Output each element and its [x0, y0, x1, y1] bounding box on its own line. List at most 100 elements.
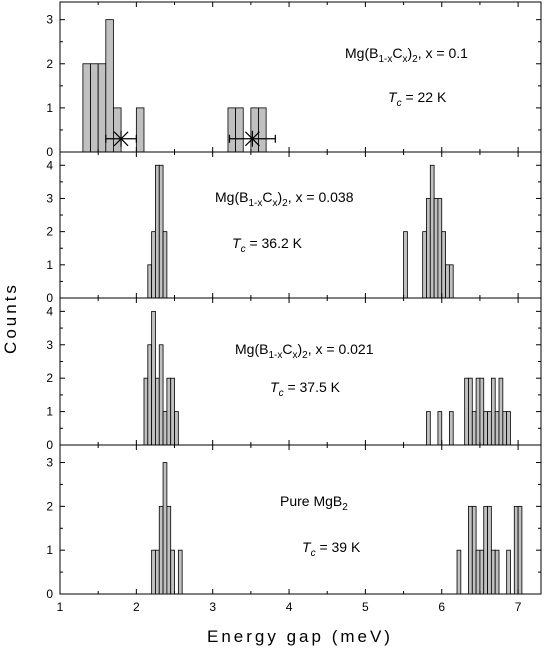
- title-text: ): [297, 341, 302, 357]
- histogram-bar: [456, 549, 462, 595]
- histogram-bar: [135, 107, 145, 153]
- title-text: ): [407, 45, 412, 61]
- histogram-bar: [403, 231, 408, 299]
- x-tick-label: 2: [133, 600, 140, 614]
- histogram-bar: [155, 377, 160, 446]
- histogram-bar: [155, 164, 160, 299]
- title-subscript: x: [402, 54, 407, 65]
- histogram-bar: [437, 198, 443, 299]
- histogram-bar: [468, 505, 473, 595]
- tc-symbol: T: [302, 539, 312, 555]
- title-subscript: 2: [302, 350, 308, 361]
- histogram-bar: [464, 377, 469, 446]
- histogram-bar: [227, 107, 237, 153]
- title-text: Mg(B: [345, 45, 378, 61]
- histogram-bar: [487, 505, 492, 595]
- y-tick-label: 3: [46, 338, 53, 352]
- histogram-bar: [147, 264, 153, 299]
- title-text: , x = 0.038: [288, 189, 354, 205]
- y-tick-label: 4: [46, 158, 53, 172]
- histogram-bar: [82, 63, 91, 153]
- histogram-bar: [158, 164, 164, 299]
- histogram-bar: [155, 549, 160, 595]
- title-text: , x = 0.021: [308, 341, 374, 357]
- histogram-bar: [475, 549, 481, 595]
- y-axis-title: Counts: [1, 282, 20, 354]
- histogram-bar: [494, 411, 500, 446]
- title-subscript: 2: [282, 198, 288, 209]
- histogram-bar: [426, 198, 431, 299]
- histogram-bar: [498, 377, 504, 446]
- histogram-bar: [90, 63, 99, 153]
- panel-title: Mg(B1-xCx)2, x = 0.1: [345, 45, 468, 65]
- histogram-bar: [506, 549, 511, 595]
- histogram-bar: [433, 198, 439, 299]
- histogram-bar: [162, 231, 168, 299]
- tc-symbol: T: [270, 379, 280, 395]
- histogram-bar: [143, 377, 149, 446]
- title-subscript: 1-x: [378, 54, 392, 65]
- panels-group: 0 1 2 3 Mg(B1-xCx)2, x = 0.1 Tc = 22 K 0 1 2 3 4 Mg…: [46, 1, 542, 614]
- panel-frame: [59, 444, 542, 595]
- title-subscript: 1-x: [248, 198, 262, 209]
- title-subscript: x: [272, 198, 277, 209]
- tc-value: = 39 K: [316, 539, 361, 555]
- histogram-bar: [483, 505, 488, 595]
- y-tick-label: 3: [46, 456, 53, 470]
- histogram-bar: [490, 377, 496, 446]
- panel-title: Mg(B1-xCx)2, x = 0.038: [215, 189, 354, 209]
- histogram-bar: [151, 549, 156, 595]
- tc-value: = 36.2 K: [246, 235, 303, 251]
- histogram-bar: [162, 462, 168, 595]
- title-text: C: [282, 341, 292, 357]
- panel-title: Mg(B1-xCx)2, x = 0.021: [235, 341, 374, 361]
- title-text: Pure MgB: [280, 493, 342, 509]
- histogram-bar: [170, 377, 175, 446]
- tc-subscript: c: [397, 98, 402, 109]
- tc-symbol: T: [232, 235, 242, 251]
- histogram-bar: [158, 344, 164, 446]
- panel-title: Pure MgB2: [280, 493, 348, 513]
- histogram-bar: [479, 549, 485, 595]
- tc-label: Tc = 39 K: [302, 539, 361, 559]
- histogram-bar: [166, 505, 172, 595]
- x-axis-title: Energy gap (meV): [207, 627, 393, 646]
- tc-label: Tc = 22 K: [388, 89, 447, 109]
- y-tick-label: 2: [46, 225, 53, 239]
- y-tick-label: 1: [46, 543, 53, 557]
- gap-marker: [228, 130, 276, 147]
- histogram-bar: [97, 63, 107, 153]
- x-tick-label: 3: [209, 600, 216, 614]
- histogram-bar: [445, 264, 450, 299]
- title-subscript: 2: [412, 54, 418, 65]
- histogram-bar: [494, 549, 500, 595]
- histogram-bar: [471, 411, 477, 446]
- histogram-bar: [517, 505, 523, 595]
- title-text: C: [392, 45, 402, 61]
- tc-label: Tc = 36.2 K: [232, 235, 303, 255]
- histogram-bar: [177, 549, 183, 595]
- histogram-bar: [471, 505, 477, 595]
- title-subscript: 1-x: [268, 350, 282, 361]
- histogram-bar: [448, 411, 454, 446]
- gap-marker: [105, 130, 137, 147]
- tc-label: Tc = 37.5 K: [270, 379, 341, 399]
- histogram-bar: [174, 411, 179, 446]
- y-tick-label: 0: [46, 145, 53, 159]
- panel-frame: [59, 1, 542, 153]
- histogram-bar: [468, 377, 473, 446]
- histogram-bar: [147, 344, 153, 446]
- y-tick-label: 0: [46, 438, 53, 452]
- y-tick-label: 1: [46, 101, 53, 115]
- x-tick-label: 1: [57, 600, 64, 614]
- histogram-bar: [151, 310, 156, 446]
- x-tick-label: 5: [362, 600, 369, 614]
- histogram-bar: [506, 411, 511, 446]
- histogram-bar: [105, 19, 114, 153]
- y-tick-label: 4: [46, 304, 53, 318]
- histogram-bar: [479, 377, 485, 446]
